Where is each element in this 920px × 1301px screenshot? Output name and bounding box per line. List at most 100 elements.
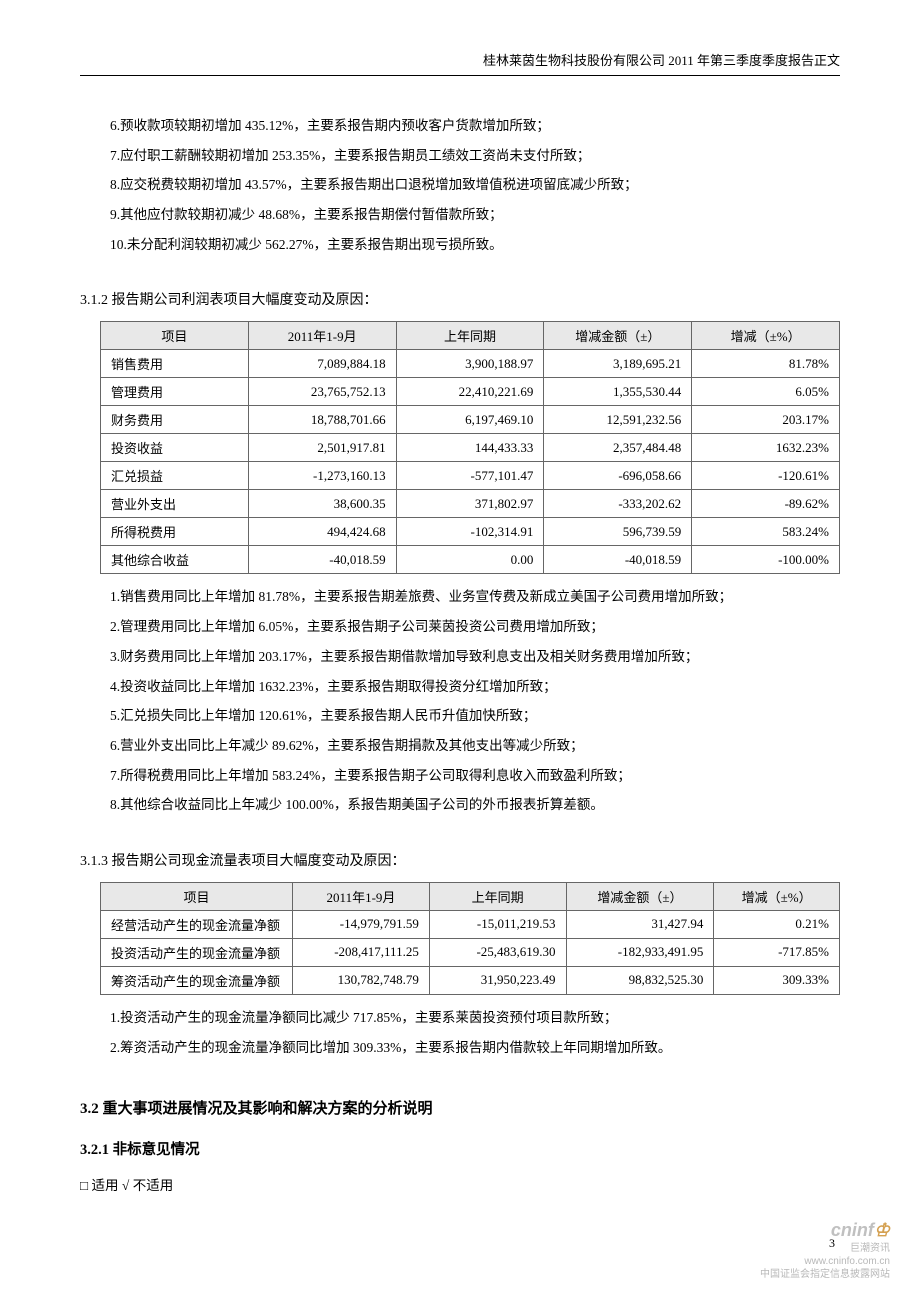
table-header-row: 项目2011年1-9月上年同期增减金额（±）增减（±%）: [101, 882, 840, 910]
table-cell: 22,410,221.69: [396, 378, 544, 406]
section-32-title: 3.2 重大事项进展情况及其影响和解决方案的分析说明: [80, 1097, 840, 1118]
note-line: 1.销售费用同比上年增加 81.78%，主要系报告期差旅费、业务宣传费及新成立美…: [110, 582, 840, 612]
table-cell: -25,483,619.30: [429, 938, 566, 966]
table-cell: 1,355,530.44: [544, 378, 692, 406]
table-cell: -717.85%: [714, 938, 840, 966]
watermark-line3: 中国证监会指定信息披露网站: [760, 1268, 890, 1281]
section-321-title: 3.2.1 非标意见情况: [80, 1138, 840, 1159]
table-cell: 3,189,695.21: [544, 350, 692, 378]
table-cell: -333,202.62: [544, 490, 692, 518]
applicable-checkbox: □ 适用 √ 不适用: [80, 1174, 840, 1194]
table-cell: 494,424.68: [248, 518, 396, 546]
table-header-cell: 增减金额（±）: [566, 882, 714, 910]
table-cell: 596,739.59: [544, 518, 692, 546]
table-cell: 23,765,752.13: [248, 378, 396, 406]
note-line: 4.投资收益同比上年增加 1632.23%，主要系报告期取得投资分红增加所致；: [110, 672, 840, 702]
table-cell: -120.61%: [692, 462, 840, 490]
table-row: 投资收益2,501,917.81144,433.332,357,484.4816…: [101, 434, 840, 462]
table-cell: 6,197,469.10: [396, 406, 544, 434]
table-cell: 3,900,188.97: [396, 350, 544, 378]
table-header-cell: 项目: [101, 322, 249, 350]
watermark-logo-accent: ♔: [874, 1220, 890, 1240]
profit-table: 项目2011年1-9月上年同期增减金额（±）增减（±%）销售费用7,089,88…: [100, 321, 840, 574]
note-line: 2.筹资活动产生的现金流量净额同比增加 309.33%，主要系报告期内借款较上年…: [110, 1033, 840, 1063]
table-cell: 7,089,884.18: [248, 350, 396, 378]
table-cell: 筹资活动产生的现金流量净额: [101, 966, 293, 994]
note-line: 2.管理费用同比上年增加 6.05%，主要系报告期子公司莱茵投资公司费用增加所致…: [110, 612, 840, 642]
table-cell: 31,427.94: [566, 910, 714, 938]
table-cell: -100.00%: [692, 546, 840, 574]
table-cell: 6.05%: [692, 378, 840, 406]
table-cell: 经营活动产生的现金流量净额: [101, 910, 293, 938]
table-cell: 31,950,223.49: [429, 966, 566, 994]
table-cell: -102,314.91: [396, 518, 544, 546]
page-header: 桂林莱茵生物科技股份有限公司 2011 年第三季度季度报告正文: [80, 50, 840, 76]
section-312-notes: 1.销售费用同比上年增加 81.78%，主要系报告期差旅费、业务宣传费及新成立美…: [110, 582, 840, 820]
table-cell: 财务费用: [101, 406, 249, 434]
table-cell: 管理费用: [101, 378, 249, 406]
table-row: 筹资活动产生的现金流量净额130,782,748.7931,950,223.49…: [101, 966, 840, 994]
table-row: 投资活动产生的现金流量净额-208,417,111.25-25,483,619.…: [101, 938, 840, 966]
table-row: 其他综合收益-40,018.590.00-40,018.59-100.00%: [101, 546, 840, 574]
table-row: 管理费用23,765,752.1322,410,221.691,355,530.…: [101, 378, 840, 406]
table-cell: 所得税费用: [101, 518, 249, 546]
table-cell: -40,018.59: [248, 546, 396, 574]
table-cell: 98,832,525.30: [566, 966, 714, 994]
table-cell: -577,101.47: [396, 462, 544, 490]
note-line: 3.财务费用同比上年增加 203.17%，主要系报告期借款增加导致利息支出及相关…: [110, 642, 840, 672]
table-row: 营业外支出38,600.35371,802.97-333,202.62-89.6…: [101, 490, 840, 518]
table-header-cell: 项目: [101, 882, 293, 910]
table-cell: 0.00: [396, 546, 544, 574]
note-line: 1.投资活动产生的现金流量净额同比减少 717.85%，主要系莱茵投资预付项目款…: [110, 1003, 840, 1033]
note-line: 7.所得税费用同比上年增加 583.24%，主要系报告期子公司取得利息收入而致盈…: [110, 761, 840, 791]
table-cell: 38,600.35: [248, 490, 396, 518]
watermark-logo-main: cninf: [831, 1220, 874, 1240]
table-cell: 1632.23%: [692, 434, 840, 462]
note-line: 8.其他综合收益同比上年减少 100.00%，系报告期美国子公司的外币报表折算差…: [110, 790, 840, 820]
table-header-cell: 上年同期: [429, 882, 566, 910]
note-line: 6.营业外支出同比上年减少 89.62%，主要系报告期捐款及其他支出等减少所致；: [110, 731, 840, 761]
note-line: 9.其他应付款较期初减少 48.68%，主要系报告期偿付暂借款所致；: [110, 200, 840, 230]
table-header-row: 项目2011年1-9月上年同期增减金额（±）增减（±%）: [101, 322, 840, 350]
note-line: 8.应交税费较期初增加 43.57%，主要系报告期出口退税增加致增值税进项留底减…: [110, 170, 840, 200]
table-cell: 2,357,484.48: [544, 434, 692, 462]
watermark: cninf♔ 巨潮资讯 www.cninfo.com.cn 中国证监会指定信息披…: [760, 1219, 890, 1281]
table-cell: 汇兑损益: [101, 462, 249, 490]
table-header-cell: 增减金额（±）: [544, 322, 692, 350]
table-cell: 营业外支出: [101, 490, 249, 518]
table-cell: 203.17%: [692, 406, 840, 434]
table-cell: -89.62%: [692, 490, 840, 518]
table-cell: 销售费用: [101, 350, 249, 378]
table-header-cell: 上年同期: [396, 322, 544, 350]
table-cell: 130,782,748.79: [293, 966, 430, 994]
table-cell: -696,058.66: [544, 462, 692, 490]
table-cell: 309.33%: [714, 966, 840, 994]
table-row: 汇兑损益-1,273,160.13-577,101.47-696,058.66-…: [101, 462, 840, 490]
table-header-cell: 2011年1-9月: [248, 322, 396, 350]
table-cell: 12,591,232.56: [544, 406, 692, 434]
table-cell: -40,018.59: [544, 546, 692, 574]
table-cell: -182,933,491.95: [566, 938, 714, 966]
section-313-title: 3.1.3 报告期公司现金流量表项目大幅度变动及原因：: [80, 850, 840, 870]
table-header-cell: 2011年1-9月: [293, 882, 430, 910]
note-line: 5.汇兑损失同比上年增加 120.61%，主要系报告期人民币升值加快所致；: [110, 701, 840, 731]
table-cell: 583.24%: [692, 518, 840, 546]
table-row: 所得税费用494,424.68-102,314.91596,739.59583.…: [101, 518, 840, 546]
table-header-cell: 增减（±%）: [692, 322, 840, 350]
table-cell: -208,417,111.25: [293, 938, 430, 966]
table-row: 销售费用7,089,884.183,900,188.973,189,695.21…: [101, 350, 840, 378]
table-cell: 投资活动产生的现金流量净额: [101, 938, 293, 966]
table-row: 经营活动产生的现金流量净额-14,979,791.59-15,011,219.5…: [101, 910, 840, 938]
table-row: 财务费用18,788,701.666,197,469.1012,591,232.…: [101, 406, 840, 434]
table-cell: 371,802.97: [396, 490, 544, 518]
watermark-logo: cninf♔: [760, 1219, 890, 1242]
table-cell: 144,433.33: [396, 434, 544, 462]
table-cell: 2,501,917.81: [248, 434, 396, 462]
watermark-line2: www.cninfo.com.cn: [760, 1255, 890, 1268]
note-line: 10.未分配利润较期初减少 562.27%，主要系报告期出现亏损所致。: [110, 230, 840, 260]
table-cell: 投资收益: [101, 434, 249, 462]
section-312-title: 3.1.2 报告期公司利润表项目大幅度变动及原因：: [80, 289, 840, 309]
cashflow-table: 项目2011年1-9月上年同期增减金额（±）增减（±%）经营活动产生的现金流量净…: [100, 882, 840, 995]
table-cell: 0.21%: [714, 910, 840, 938]
table-cell: 其他综合收益: [101, 546, 249, 574]
